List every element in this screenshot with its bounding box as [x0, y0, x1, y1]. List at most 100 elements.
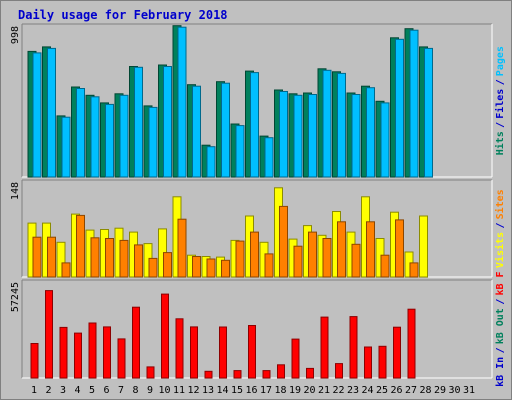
bar-top-files-4: [76, 88, 85, 178]
bar-mid-sites-15: [235, 240, 245, 278]
bar-bot-kb-f-6: [103, 326, 111, 379]
legend-separator: /: [495, 222, 506, 228]
bar-top-files-14: [221, 82, 230, 178]
bar-top-files-28: [424, 47, 433, 178]
x-tick-4: 4: [74, 385, 80, 396]
x-tick-14: 14: [216, 385, 228, 396]
legend-separator: /: [495, 122, 506, 128]
bar-bot-kb-f-11: [175, 318, 184, 379]
x-tick-3: 3: [60, 385, 66, 396]
bar-mid-sites-24: [366, 221, 375, 278]
legend-bot-kb-out: kB Out: [495, 308, 506, 344]
x-tick-19: 19: [289, 385, 301, 396]
bar-mid-sites-6: [105, 238, 114, 278]
chart-title: Daily usage for February 2018: [18, 8, 228, 22]
x-tick-2: 2: [45, 385, 51, 396]
bar-top-files-6: [105, 103, 114, 178]
bar-mid-sites-9: [148, 257, 158, 278]
bar-bot-kb-f-18: [277, 364, 285, 379]
legend-separator: /: [495, 79, 506, 85]
legend-top-hits: Hits: [494, 131, 506, 155]
bar-bot-kb-f-26: [393, 326, 401, 379]
x-tick-11: 11: [173, 385, 185, 396]
x-tick-9: 9: [147, 385, 153, 396]
bar-mid-sites-2: [47, 236, 56, 278]
bar-top-files-27: [409, 29, 419, 178]
x-tick-21: 21: [318, 385, 330, 396]
bar-top-files-8: [134, 66, 143, 178]
x-tick-22: 22: [332, 385, 344, 396]
bar-top-files-20: [308, 94, 317, 178]
bar-top-files-13: [206, 146, 216, 178]
bar-bot-kb-f-20: [306, 367, 314, 379]
bar-top-files-5: [90, 96, 100, 178]
bar-top-files-12: [192, 85, 201, 178]
bar-bot-kb-f-7: [117, 338, 126, 379]
bar-top-files-7: [119, 94, 129, 178]
bar-bot-kb-f-3: [59, 326, 68, 379]
bar-mid-sites-21: [322, 238, 332, 278]
bar-mid-sites-10: [163, 252, 172, 278]
bar-mid-sites-11: [177, 218, 187, 278]
bar-mid-sites-23: [351, 243, 361, 278]
x-tick-31: 31: [463, 385, 475, 396]
bar-bot-kb-f-23: [349, 316, 358, 379]
bar-bot-kb-f-19: [291, 338, 300, 379]
bar-bot-kb-f-13: [204, 370, 213, 379]
bar-mid-sites-19: [293, 245, 303, 278]
bar-mid-sites-1: [32, 236, 42, 278]
legend-separator: /: [495, 299, 506, 305]
x-tick-6: 6: [103, 385, 109, 396]
bar-top-files-21: [322, 69, 332, 178]
bar-top-files-19: [293, 94, 303, 178]
bar-bot-kb-f-1: [30, 343, 39, 379]
bar-bot-kb-f-12: [190, 326, 198, 379]
bar-top-files-26: [395, 38, 404, 178]
bar-bot-kb-f-2: [45, 290, 53, 379]
bar-mid-sites-5: [90, 237, 100, 278]
bar-bot-kb-f-8: [132, 306, 140, 379]
x-tick-23: 23: [347, 385, 359, 396]
bar-mid-sites-14: [221, 259, 230, 278]
x-tick-24: 24: [361, 385, 373, 396]
legend-bot-kb-in: kB In: [495, 357, 506, 387]
y-max-label: 998: [10, 26, 21, 44]
x-tick-20: 20: [303, 385, 315, 396]
bar-top-files-16: [250, 72, 259, 178]
legend-top-files: Files: [494, 89, 506, 119]
bar-top-files-1: [32, 52, 42, 178]
bar-top-files-24: [366, 87, 375, 178]
x-tick-18: 18: [274, 385, 286, 396]
bar-bot-kb-f-15: [233, 370, 242, 379]
legend-bot-kb-f: kB F: [495, 271, 506, 295]
bar-top-files-9: [148, 106, 158, 178]
bar-mid-visits-28: [419, 215, 428, 278]
bar-mid-sites-26: [395, 219, 404, 278]
x-tick-25: 25: [376, 385, 388, 396]
x-tick-16: 16: [245, 385, 257, 396]
y-max-label: 57245: [10, 282, 21, 312]
x-tick-7: 7: [118, 385, 124, 396]
x-tick-27: 27: [405, 385, 417, 396]
legend-top-pages: Pages: [495, 46, 506, 76]
legend-separator: /: [495, 347, 506, 353]
bar-top-files-10: [163, 66, 172, 178]
bar-top-files-2: [47, 47, 56, 178]
x-tick-12: 12: [187, 385, 199, 396]
x-tick-10: 10: [158, 385, 170, 396]
bar-mid-sites-16: [250, 231, 259, 278]
bar-bot-kb-f-21: [320, 316, 329, 379]
bar-mid-sites-18: [279, 205, 288, 278]
x-tick-1: 1: [31, 385, 37, 396]
bar-top-files-25: [380, 102, 390, 178]
bar-top-files-11: [177, 26, 187, 178]
bar-top-files-18: [279, 91, 288, 178]
bar-mid-sites-7: [119, 239, 129, 278]
x-tick-13: 13: [202, 385, 214, 396]
bar-mid-sites-27: [409, 262, 419, 278]
x-tick-30: 30: [448, 385, 460, 396]
bar-bot-kb-f-27: [407, 308, 416, 379]
legend-mid-visits: Visits: [494, 232, 506, 268]
bar-bot-kb-f-9: [146, 366, 155, 379]
bar-top-files-17: [264, 137, 274, 178]
